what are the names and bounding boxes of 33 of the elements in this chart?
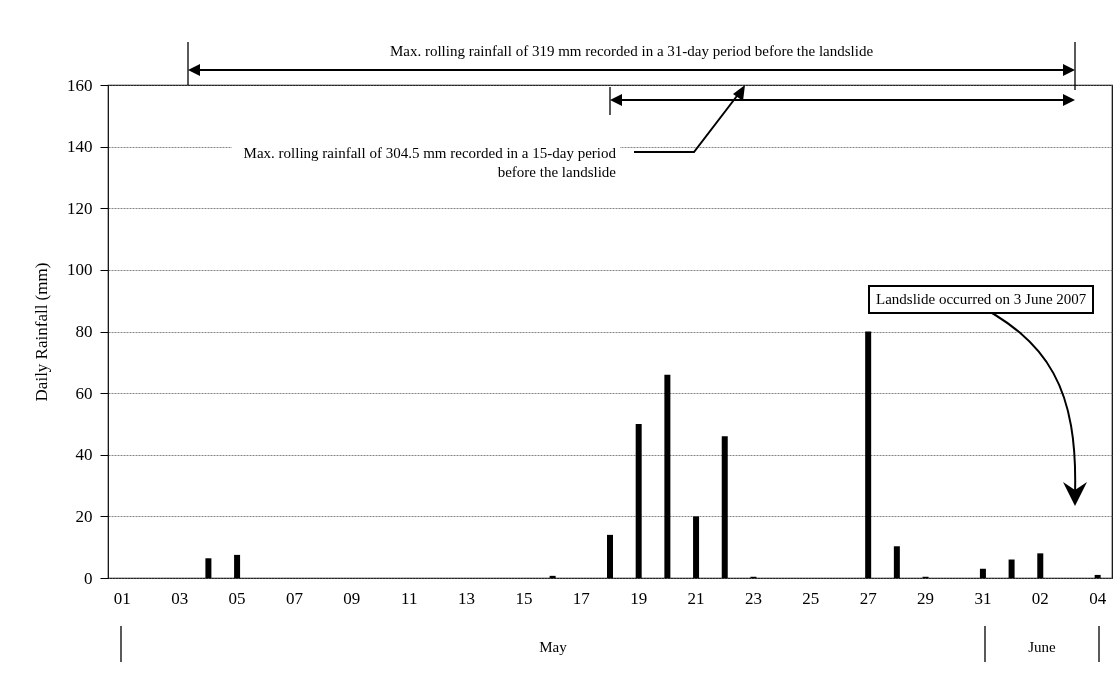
x-tick-label: 19	[630, 588, 648, 608]
x-tick-label: 05	[228, 588, 246, 608]
annotation: Landslide occurred on 3 June 2007	[868, 285, 1095, 314]
y-tick-label: 40	[75, 445, 93, 465]
x-tick-label: 03	[171, 588, 189, 608]
y-tick-label: 120	[67, 198, 93, 218]
x-tick-label: 15	[515, 588, 533, 608]
text: Max. rolling rainfall of 319 mm recorded in a 31-day period before the landslide	[388, 42, 875, 61]
x-tick-label: 02	[1031, 588, 1049, 608]
annotation: Max. rolling rainfall of 304.5 mm recorded in a 15-day period before the landslide	[232, 138, 620, 188]
y-tick-label: 100	[67, 260, 93, 280]
y-tick-label: 160	[67, 75, 93, 95]
x-tick-label: 31	[974, 588, 992, 608]
y-tick-label: 0	[84, 568, 93, 588]
y-tick-label: 60	[75, 383, 93, 403]
y-axis-title: Daily Rainfall (mm)	[32, 262, 51, 402]
x-tick-label: 09	[343, 588, 361, 608]
x-tick-label: 11	[401, 588, 418, 608]
x-tick-label: 27	[859, 588, 878, 608]
y-tick-label: 20	[75, 506, 93, 526]
x-tick-label: 07	[285, 588, 304, 608]
x-tick-label: 17	[572, 588, 591, 608]
x-tick-label: 23	[744, 588, 762, 608]
x-tick-label: 01	[113, 588, 131, 608]
x-tick-label: 04	[1089, 588, 1107, 608]
y-tick-label: 140	[67, 137, 93, 157]
text: June	[1027, 638, 1057, 657]
x-tick-label: 21	[687, 588, 705, 608]
y-tick-label: 80	[75, 322, 93, 341]
x-tick-label: 25	[802, 588, 820, 608]
text: May	[538, 638, 568, 657]
x-tick-label: 29	[917, 588, 935, 608]
x-tick-label: 13	[458, 588, 476, 608]
